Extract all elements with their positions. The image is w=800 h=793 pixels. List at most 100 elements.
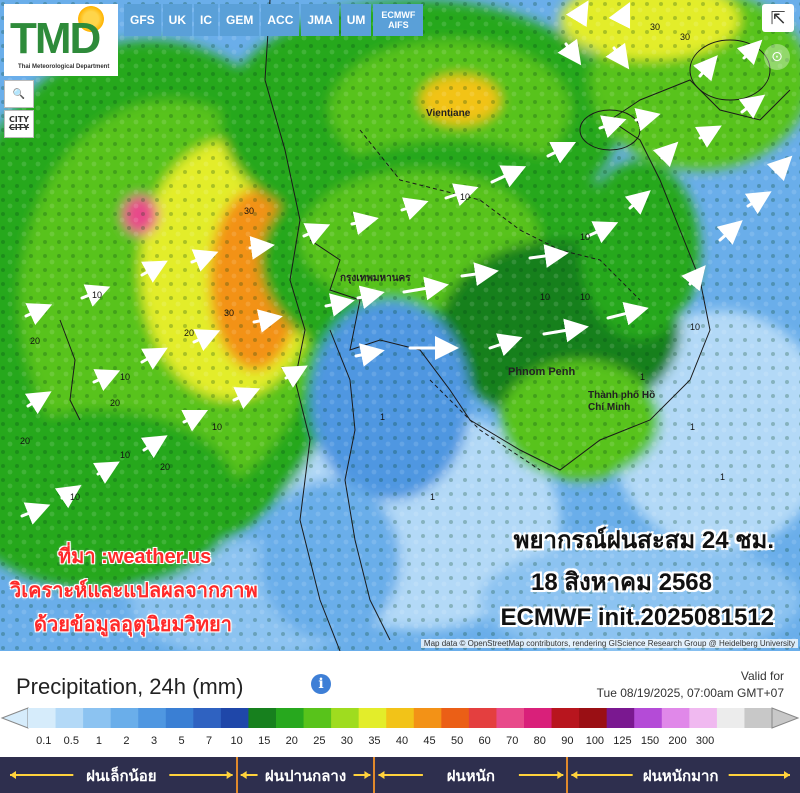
svg-text:20: 20 — [30, 336, 40, 346]
colorbar-tick-label: 40 — [395, 735, 409, 747]
colorbar-tick-label: 3 — [150, 735, 158, 747]
colorbar-ticks: 0.1 0.5 1 2 3 5 7 10 15 20 25 30 35 40 45 50 60 70 80 90 100… — [0, 735, 800, 751]
colorbar-tick-label: 7 — [206, 735, 213, 747]
wind-arrows — [20, 0, 793, 525]
colorbar-tick-label: 35 — [368, 735, 381, 747]
model-tab-acc[interactable]: ACC — [261, 4, 300, 36]
colorbar-tick-label: 5 — [178, 735, 185, 747]
colorbar-swatch — [28, 708, 57, 728]
colorbar-swatch — [386, 708, 415, 728]
forecast-init: ECMWF init.2025081512 — [500, 604, 774, 631]
rain-category-arrowhead — [10, 771, 16, 779]
colorbar-tick-label: 70 — [506, 735, 519, 747]
colorbar-tick-label: 15 — [258, 735, 271, 747]
model-tab-ic[interactable]: IC — [194, 4, 219, 36]
city-toggle[interactable]: CITY CITY — [4, 110, 34, 138]
zoom-button[interactable]: 🔍 — [4, 80, 34, 108]
colorbar-swatch — [413, 708, 442, 728]
colorbar-swatch — [634, 708, 663, 728]
source-credit-line2: วิเคราะห์และแปลผลจากภาพ — [10, 580, 258, 602]
colorbar-swatch — [331, 708, 360, 728]
model-tabs: GFS UK IC GEM ACC JMA UM ECMWF AIFS — [124, 4, 424, 36]
model-tab-um[interactable]: UM — [340, 4, 372, 36]
rain-category-label: ฝนหนัก — [446, 768, 496, 785]
rain-category-arrowhead — [784, 771, 790, 779]
svg-text:20: 20 — [184, 328, 194, 338]
city-label: CITY — [8, 115, 30, 124]
forecast-title: พยากรณ์ฝนสะสม 24 ชม. — [513, 527, 774, 554]
colorbar-swatch — [661, 708, 690, 728]
rain-category-arrowhead — [378, 771, 385, 779]
colorbar-swatch — [165, 708, 194, 728]
rain-category-bar: ฝนเล็กน้อย ฝนปานกลาง ฝนหนัก ฝนหนักมาก — [0, 757, 800, 793]
model-tab-ecmwf-aifs[interactable]: ECMWF AIFS — [373, 4, 424, 36]
forecast-date: 18 สิงหาคม 2568 — [531, 569, 712, 596]
city-strike: CITY — [8, 123, 30, 132]
svg-text:20: 20 — [160, 462, 170, 472]
map-viewport[interactable]: 20 10 20 30 20 10 30 20 10 10 10 10 30 30 10 20 10 1… — [0, 0, 800, 651]
svg-text:10: 10 — [120, 372, 130, 382]
colorbar-swatch — [716, 708, 745, 728]
logo-letters: TMD — [10, 14, 101, 63]
rain-category-arrowhead — [557, 771, 564, 779]
svg-text:30: 30 — [244, 206, 254, 216]
share-icon[interactable]: ⇱ — [762, 4, 794, 32]
colorbar-tick-label: 90 — [561, 735, 574, 747]
colorbar-tick-label: 50 — [450, 735, 464, 747]
info-icon[interactable]: i — [311, 674, 331, 694]
place-bangkok: กรุงเทพมหานคร — [340, 273, 411, 284]
colorbar-swatch — [220, 708, 249, 728]
svg-text:20: 20 — [20, 436, 30, 446]
lens-icon[interactable]: ⊙ — [764, 44, 790, 70]
colorbar-tick-label: 60 — [478, 735, 491, 747]
rain-category-arrowhead — [364, 771, 371, 779]
colorbar-swatch — [83, 708, 112, 728]
model-tab-gem[interactable]: GEM — [220, 4, 260, 36]
colorbar-tick-label: 80 — [533, 735, 546, 747]
colorbar-tick-label: 150 — [640, 735, 660, 747]
svg-text:1: 1 — [430, 492, 435, 502]
model-tab-gfs[interactable]: GFS — [124, 4, 161, 36]
colorbar-tick-label: 2 — [123, 735, 130, 747]
rain-category-arrowhead — [240, 771, 247, 779]
rain-category-arrowhead — [571, 771, 578, 779]
valid-label: Valid for — [740, 669, 784, 683]
valid-datetime: Tue 08/19/2025, 07:00am GMT+07 — [596, 686, 784, 700]
colorbar-tick-label: 200 — [668, 735, 687, 747]
rain-category-divider — [373, 757, 376, 793]
colorbar-tick-label: 125 — [613, 735, 632, 747]
colorbar-tick-label: 20 — [285, 735, 298, 747]
colorbar-swatch — [55, 708, 84, 728]
colorbar-swatch — [744, 708, 773, 728]
model-tab-jma[interactable]: JMA — [301, 4, 339, 36]
rain-category-divider — [235, 757, 238, 793]
colorbar-swatch — [110, 708, 139, 728]
source-credit-line3: ด้วยข้อมูลอุตุนิยมวิทยา — [34, 614, 232, 636]
svg-text:10: 10 — [92, 290, 102, 300]
rain-category-label: ฝนเล็กน้อย — [86, 768, 157, 785]
precipitation-field: 20 10 20 30 20 10 30 20 10 10 10 10 30 30 10 20 10 1… — [0, 0, 800, 651]
model-tab-uk[interactable]: UK — [162, 4, 193, 36]
rain-category-arrowhead — [226, 771, 233, 779]
svg-text:10: 10 — [540, 292, 550, 302]
sun-icon — [78, 6, 104, 32]
svg-text:10: 10 — [120, 450, 130, 460]
colorbar-swatch — [276, 708, 305, 728]
colorbar-tick-label: 300 — [695, 735, 715, 747]
colorbar-swatch — [303, 708, 332, 728]
colorbar-swatch — [689, 708, 718, 728]
svg-text:1: 1 — [640, 372, 645, 382]
colorbar-swatch — [138, 708, 167, 728]
colorbar-swatch — [524, 708, 553, 728]
colorbar-swatch — [441, 708, 470, 728]
colorbar-swatch — [468, 708, 497, 728]
logo-subtitle: Thai Meteorological Department — [18, 64, 110, 70]
colorbar-swatch — [551, 708, 580, 728]
svg-text:10: 10 — [212, 422, 222, 432]
precipitation-colorbar — [0, 707, 800, 729]
rain-category-divider — [566, 757, 569, 793]
svg-text:1: 1 — [720, 472, 725, 482]
map-attribution[interactable]: Map data © OpenStreetMap contributors, r… — [420, 639, 798, 648]
svg-text:10: 10 — [580, 292, 590, 302]
legend-title: Precipitation, 24h (mm) — [16, 674, 244, 699]
